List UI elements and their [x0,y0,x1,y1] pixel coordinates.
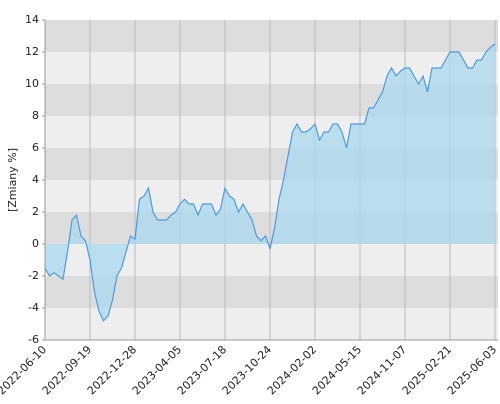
y-tick-label: 10 [25,77,39,90]
y-tick-label: 0 [32,237,39,250]
y-tick-label: 2 [32,205,39,218]
grid-band [45,20,498,52]
y-tick-label: -4 [28,301,39,314]
y-tick-label: 6 [32,141,39,154]
line [44,43,496,322]
y-tick-label: -6 [28,333,39,346]
y-tick-label: -2 [28,269,39,282]
grid-band [45,276,498,308]
grid-band [45,308,498,340]
y-tick-label: 8 [32,109,39,122]
area [45,44,495,321]
y-tick-label: 12 [25,45,39,58]
y-axis-label: [Zmiany %] [6,148,19,212]
y-tick-label: 14 [25,13,39,26]
y-tick-label: 4 [32,173,39,186]
